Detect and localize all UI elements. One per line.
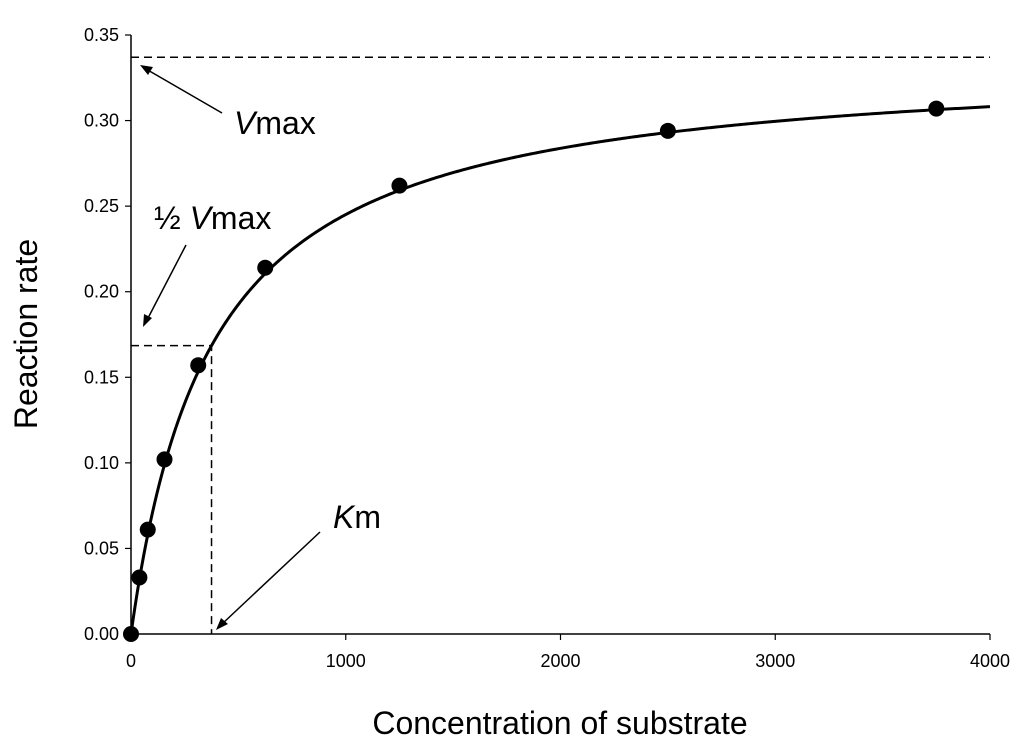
y-ticks: 0.00 0.05 0.10 0.15 0.20 0.25 0.30 0.35: [84, 25, 131, 644]
x-tick-label: 4000: [970, 651, 1010, 671]
half-vmax-label: ½ Vmax: [154, 200, 271, 236]
data-point: [928, 100, 945, 117]
vmax-label: Vmax: [234, 105, 316, 141]
y-tick-label: 0.35: [84, 25, 119, 45]
data-point: [156, 451, 173, 468]
x-tick-label: 1000: [326, 651, 366, 671]
data-point: [257, 259, 274, 276]
michaelis-menten-fit-curve: [129, 105, 991, 635]
data-point: [659, 122, 676, 139]
y-tick-label: 0.25: [84, 196, 119, 216]
x-tick-label: 2000: [540, 651, 580, 671]
data-point: [131, 569, 148, 586]
y-tick-label: 0.00: [84, 624, 119, 644]
x-tick-label: 0: [126, 651, 136, 671]
km-label: Km: [333, 499, 381, 535]
y-tick-label: 0.15: [84, 367, 119, 387]
x-axis-title: Concentration of substrate: [372, 705, 747, 741]
data-point: [139, 521, 156, 538]
y-axis-title: Reaction rate: [8, 239, 44, 429]
y-tick-label: 0.05: [84, 538, 119, 558]
half-vmax-arrow: [143, 244, 187, 327]
half-vmax-km-reference-line: [131, 344, 213, 634]
y-tick-label: 0.30: [84, 111, 119, 131]
y-tick-label: 0.10: [84, 453, 119, 473]
km-arrow: [216, 531, 321, 630]
vmax-arrow: [140, 65, 223, 114]
data-point: [123, 626, 139, 642]
data-point: [190, 357, 207, 374]
data-point: [391, 177, 408, 194]
x-tick-label: 3000: [755, 651, 795, 671]
x-ticks: 0 1000 2000 3000 4000: [126, 634, 1010, 671]
data-points: [123, 100, 945, 642]
y-tick-label: 0.20: [84, 282, 119, 302]
